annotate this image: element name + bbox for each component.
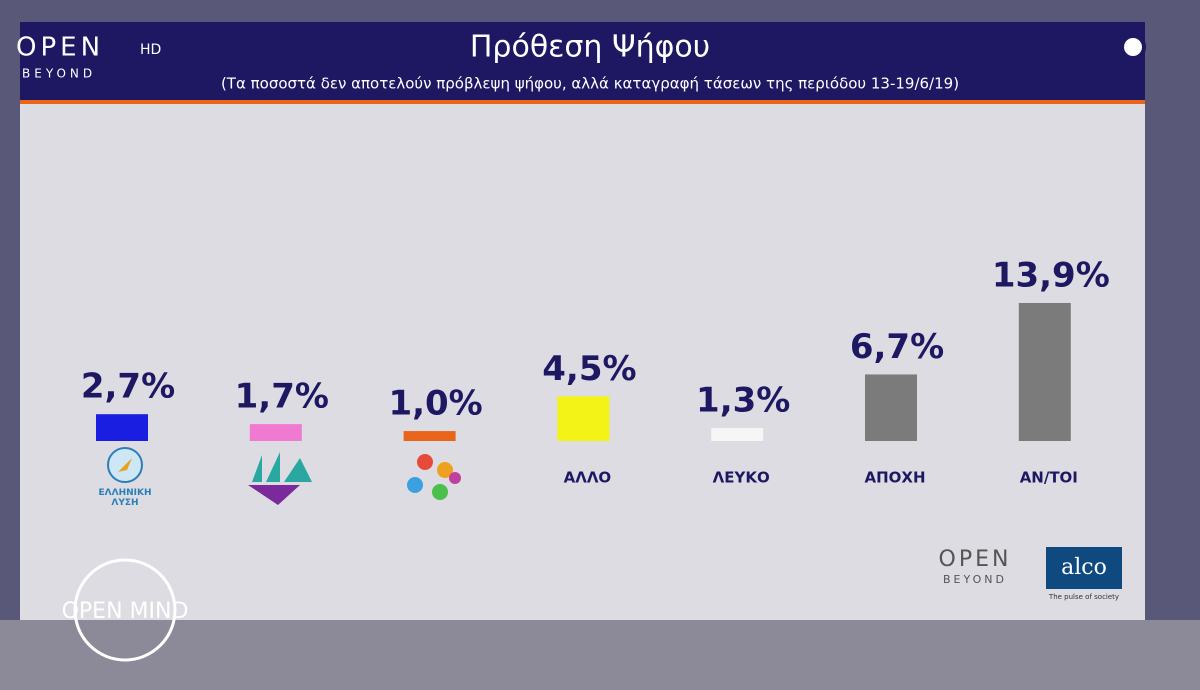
beyond-logo: BEYOND: [22, 67, 96, 81]
bar: [249, 424, 302, 441]
bar: [557, 396, 610, 441]
party-logo: [437, 462, 453, 478]
bar: [865, 374, 917, 441]
footer-channel: OPEN: [939, 547, 1012, 572]
category-label: ΛΕΥΚΟ: [713, 469, 770, 487]
chart-subtitle: (Τα ποσοστά δεν αποτελούν πρόβλεψη ψήφου…: [221, 75, 959, 93]
value-label: 2,7%: [81, 367, 175, 407]
party-logo: [248, 485, 300, 505]
bar: [403, 431, 456, 441]
footer-beyond: BEYOND: [943, 573, 1007, 586]
value-label: 1,3%: [696, 381, 790, 421]
ground: [0, 620, 1200, 690]
party-logo: [284, 458, 312, 482]
party-logo: [118, 458, 132, 472]
channel-logo: OPEN: [16, 33, 104, 63]
chart-title: Πρόθεση Ψήφου: [470, 30, 710, 65]
pollster-name: alco: [1061, 555, 1107, 580]
header-rule: [20, 100, 1145, 104]
live-dot: [1120, 34, 1146, 60]
value-label: 1,0%: [388, 384, 482, 424]
value-label: 6,7%: [850, 327, 944, 367]
header: [20, 22, 1145, 100]
value-label: 4,5%: [542, 349, 636, 389]
party-logo: [407, 477, 423, 493]
pollster-tagline: The pulse of society: [1048, 593, 1119, 601]
category-label: ΑΛΛΟ: [564, 469, 612, 487]
show-logo: [73, 558, 177, 662]
category-label: ΑΠΟΧΗ: [864, 469, 925, 487]
value-label: 13,9%: [992, 255, 1110, 295]
value-label: 1,7%: [235, 377, 329, 417]
party-logo: [417, 454, 433, 470]
panel: [20, 22, 1145, 620]
bar: [711, 428, 764, 441]
category-label: ΑΝ/ΤΟΙ: [1020, 469, 1078, 487]
bar: [1018, 302, 1071, 441]
party-logo: [252, 455, 262, 482]
pollster-logo: [1046, 547, 1122, 589]
party-logo: [432, 484, 448, 500]
hd-logo: HD: [140, 42, 161, 58]
show-logo-text: OPEN MIND: [62, 599, 189, 624]
category-label: ΕΛΛΗΝΙΚΗ ΛΥΣΗ: [98, 488, 152, 508]
party-logo: [449, 472, 461, 484]
party-logo: [266, 452, 280, 482]
bar: [96, 414, 148, 441]
